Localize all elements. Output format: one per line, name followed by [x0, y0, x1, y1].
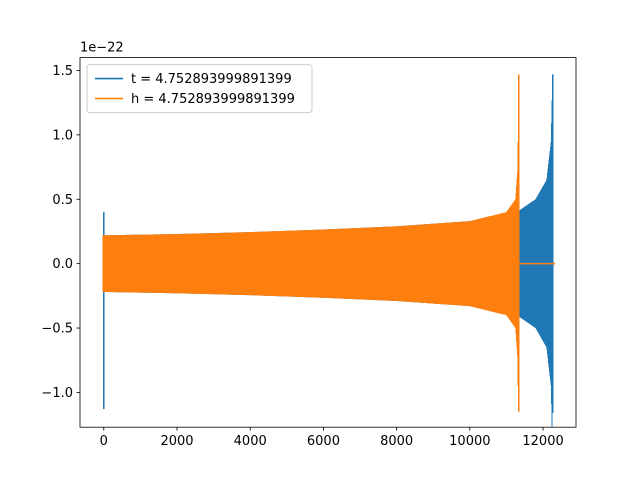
y-tick-label: 0.0: [52, 257, 73, 272]
x-tick-label: 4000: [234, 434, 267, 449]
series-layer: [102, 74, 555, 427]
axes-frame: [79, 57, 577, 428]
y-tick-label: −1.0: [41, 386, 73, 401]
y-tick-label: 0.5: [52, 193, 73, 208]
x-axis: 0 2000 4000 6000 8000 10000 12000: [100, 427, 564, 449]
series-h: [102, 74, 555, 412]
y-tick-label: 1.0: [52, 128, 73, 143]
legend: t = 4.752893999891399 h = 4.7528939998913…: [86, 64, 313, 114]
legend-box: [86, 64, 313, 114]
y-axis: −1.0 −0.5 0.0 0.5 1.0 1.5: [41, 64, 80, 401]
x-tick-label: 6000: [307, 434, 340, 449]
y-axis-offset-label: 1e−22: [80, 41, 124, 56]
series-oscillation: [102, 74, 520, 412]
legend-entry-label: t = 4.752893999891399: [131, 72, 292, 87]
x-tick-label: 0: [100, 434, 108, 449]
x-tick-label: 2000: [160, 434, 193, 449]
y-tick-label: 1.5: [52, 64, 73, 79]
y-tick-label: −0.5: [41, 322, 73, 337]
legend-entry-label: h = 4.752893999891399: [131, 92, 295, 107]
x-tick-label: 12000: [522, 434, 563, 449]
x-tick-label: 10000: [449, 434, 490, 449]
x-tick-label: 8000: [380, 434, 413, 449]
